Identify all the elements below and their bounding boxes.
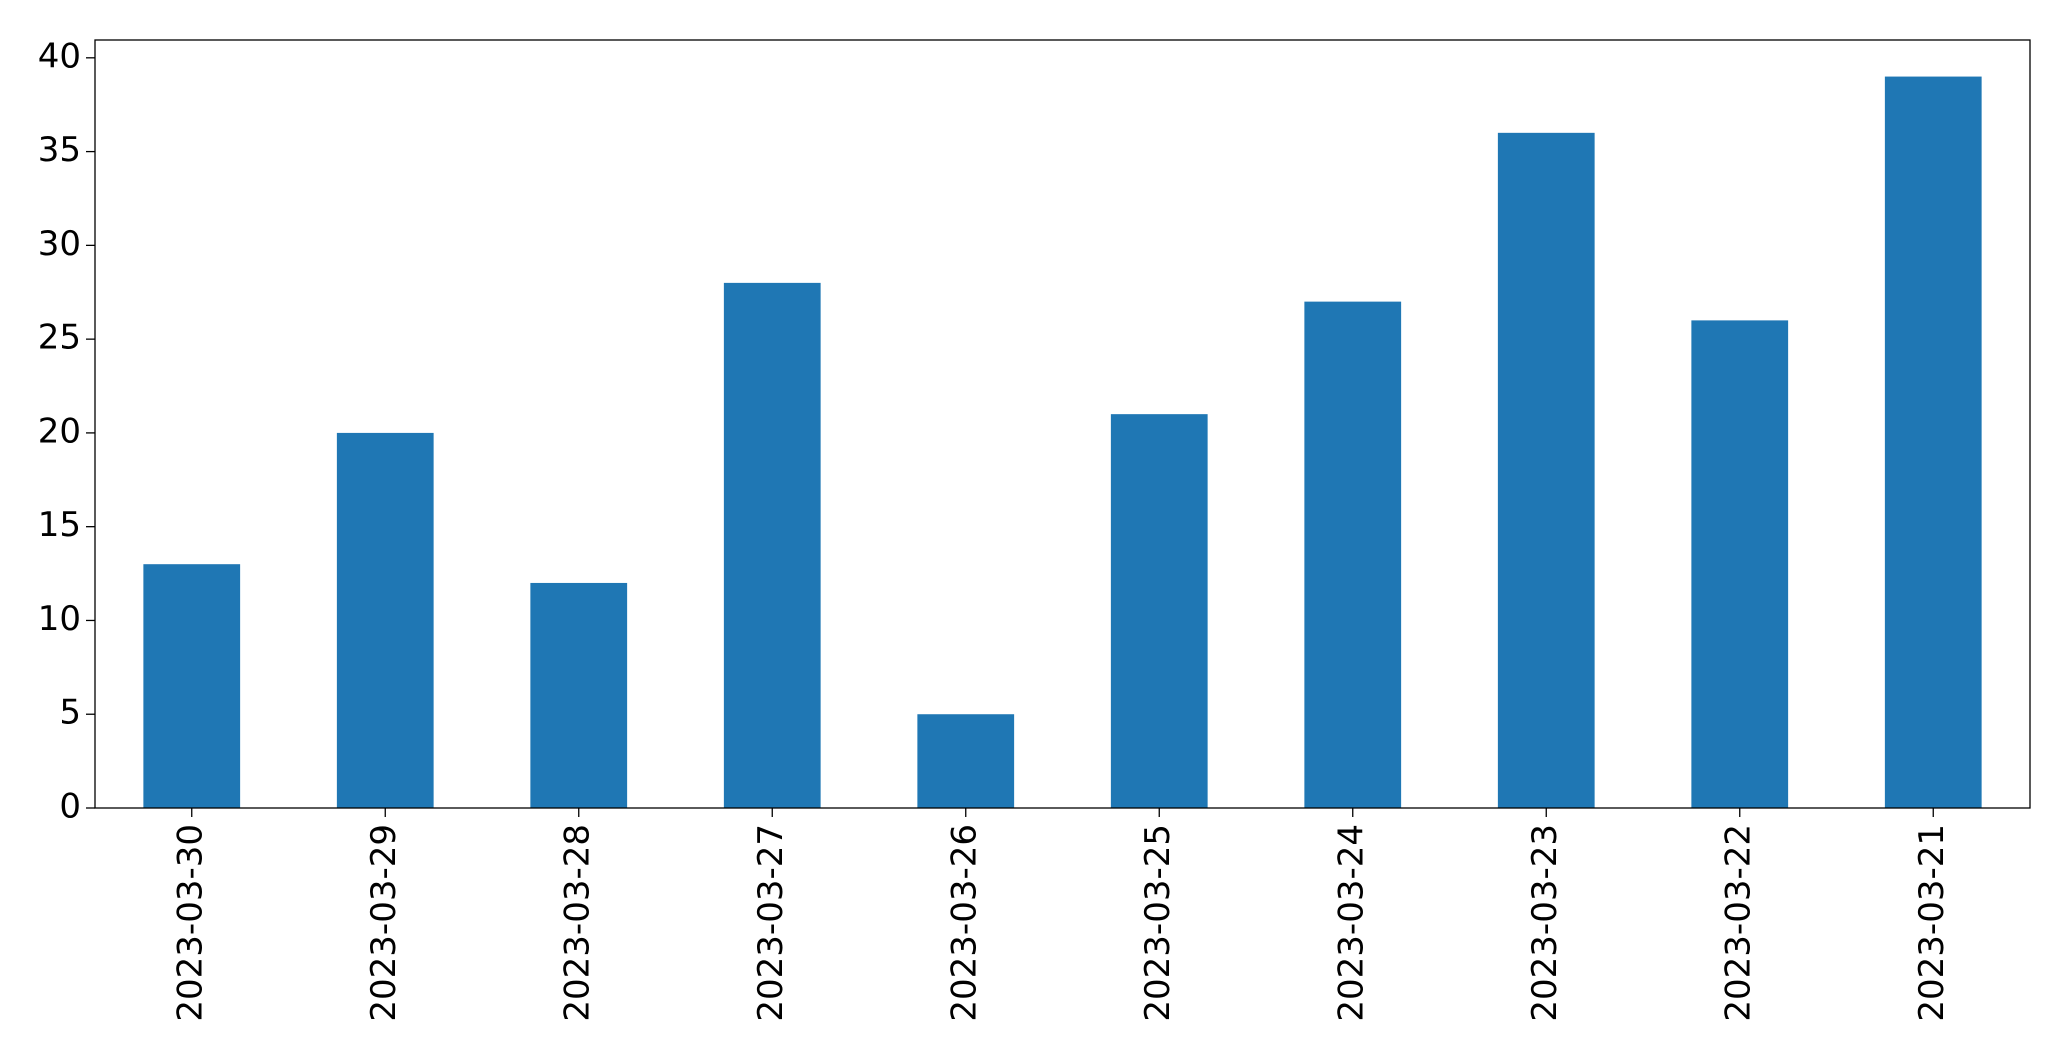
y-tick-label: 35 — [38, 130, 81, 170]
plot-area: 0 5 10 15 20 25 30 35 40 2023-03-30 2023-03-29 2023… — [38, 36, 1982, 1022]
x-tick-label: 2023-03-24 — [1331, 824, 1371, 1022]
bar — [1884, 76, 1982, 809]
bar — [1110, 414, 1208, 808]
bar — [1691, 320, 1789, 808]
y-tick-label: 0 — [59, 787, 81, 827]
y-tick-label: 40 — [38, 36, 81, 76]
x-tick-label: 2023-03-23 — [1525, 824, 1565, 1022]
x-tick-label: 2023-03-22 — [1718, 824, 1758, 1022]
x-tick-label: 2023-03-26 — [944, 824, 984, 1022]
y-tick-label: 15 — [38, 505, 81, 545]
bar — [723, 282, 821, 808]
x-tick-label: 2023-03-28 — [557, 824, 597, 1022]
bar — [1497, 132, 1595, 809]
x-tick-label: 2023-03-30 — [170, 824, 210, 1022]
y-tick-label: 30 — [38, 224, 81, 264]
y-tick-label: 5 — [59, 693, 81, 733]
axes-frame — [94, 39, 2031, 809]
x-tick-label: 2023-03-25 — [1138, 824, 1178, 1022]
bar — [917, 714, 1015, 808]
bar — [1304, 301, 1402, 808]
y-tick-label: 10 — [38, 599, 81, 639]
x-tick-label: 2023-03-21 — [1912, 824, 1952, 1022]
y-tick-label: 25 — [38, 318, 81, 358]
x-tick-label: 2023-03-29 — [364, 824, 404, 1022]
bar — [143, 564, 241, 808]
bar — [530, 582, 628, 808]
y-tick-label: 20 — [38, 411, 81, 451]
x-tick-label: 2023-03-27 — [751, 824, 791, 1022]
bar — [336, 432, 434, 808]
